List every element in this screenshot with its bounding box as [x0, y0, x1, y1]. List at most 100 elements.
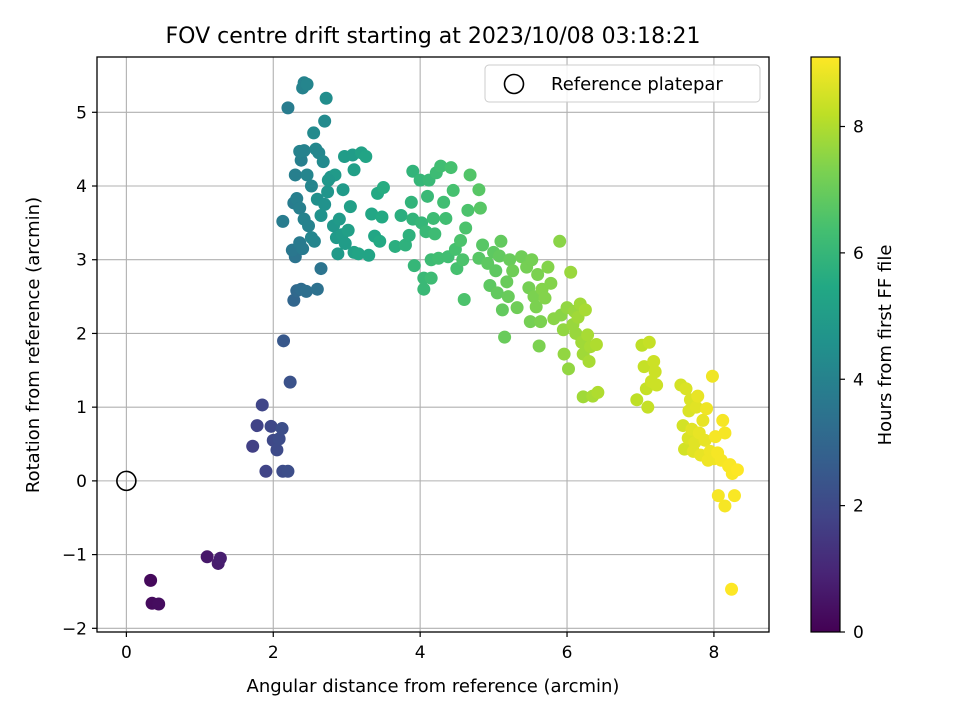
- data-point: [402, 228, 416, 242]
- data-point: [534, 315, 548, 329]
- data-point: [500, 275, 514, 289]
- data-point: [270, 443, 284, 457]
- x-tick-label: 6: [562, 643, 573, 663]
- colorbar-ticks: 0 2 4 6 8: [840, 118, 864, 643]
- data-point: [705, 369, 719, 383]
- data-point: [691, 389, 705, 403]
- data-point: [259, 464, 273, 478]
- data-point: [476, 238, 490, 252]
- colorbar-tick-label: 6: [853, 244, 864, 264]
- data-point: [529, 300, 543, 314]
- data-point: [556, 323, 570, 337]
- data-point: [404, 195, 418, 209]
- data-point: [276, 214, 290, 228]
- colorbar: 0 2 4 6 8 Hours from first FF file: [810, 56, 896, 643]
- data-point: [641, 400, 655, 414]
- data-point: [495, 303, 509, 317]
- data-point: [689, 400, 703, 414]
- data-point: [494, 234, 508, 248]
- data-point: [281, 464, 295, 478]
- y-tick-label: 4: [76, 177, 87, 197]
- data-point: [564, 265, 578, 279]
- data-point: [288, 168, 302, 182]
- x-tick-label: 4: [415, 643, 426, 663]
- data-point: [630, 393, 644, 407]
- data-point: [331, 247, 345, 261]
- data-point: [698, 433, 712, 447]
- data-point: [439, 211, 453, 225]
- data-point: [296, 242, 310, 256]
- reference-marker: [116, 470, 137, 492]
- data-point: [510, 301, 524, 315]
- data-point: [582, 354, 596, 368]
- data-point: [489, 264, 503, 278]
- data-point: [562, 362, 576, 376]
- data-point: [293, 144, 307, 158]
- data-point: [456, 253, 470, 267]
- x-axis-label: Angular distance from reference (arcmin): [247, 676, 620, 697]
- data-point: [457, 293, 471, 307]
- data-point: [388, 239, 402, 253]
- data-point: [351, 247, 365, 261]
- data-point: [152, 597, 166, 611]
- legend-reference-marker: [503, 73, 525, 95]
- data-point: [473, 201, 487, 215]
- data-point: [437, 195, 451, 209]
- data-point: [420, 189, 434, 203]
- data-point: [304, 179, 318, 193]
- data-point: [200, 550, 214, 564]
- data-point: [446, 183, 460, 197]
- data-point: [407, 259, 421, 273]
- data-point: [373, 234, 387, 248]
- data-point: [359, 150, 373, 164]
- data-point: [277, 334, 291, 348]
- y-tick-label: 2: [76, 324, 87, 344]
- legend-box: [484, 64, 761, 103]
- y-tick-label: 3: [76, 251, 87, 271]
- data-point: [576, 390, 590, 404]
- colorbar-gradient: [810, 56, 841, 633]
- data-points: [144, 76, 744, 611]
- data-point: [444, 161, 458, 175]
- data-point: [394, 208, 408, 222]
- x-tick-label: 0: [121, 643, 132, 663]
- y-tick-label: 5: [76, 103, 87, 123]
- data-point: [642, 335, 656, 349]
- x-axis-ticks: 0 2 4 6 8: [121, 632, 719, 663]
- data-point: [272, 432, 286, 446]
- data-point: [727, 489, 741, 503]
- y-tick-label: −1: [62, 546, 87, 566]
- data-point: [544, 276, 558, 290]
- data-point: [432, 251, 446, 265]
- data-point: [454, 234, 468, 248]
- data-point: [461, 203, 475, 217]
- data-point: [426, 211, 440, 225]
- data-point: [647, 354, 661, 368]
- data-point: [318, 197, 332, 211]
- data-point: [428, 227, 442, 241]
- y-tick-label: 0: [76, 472, 87, 492]
- data-point: [490, 286, 504, 300]
- data-point: [417, 282, 431, 296]
- data-point: [553, 234, 567, 248]
- colorbar-tick-label: 2: [853, 497, 864, 517]
- data-point: [718, 426, 732, 440]
- x-tick-label: 2: [268, 643, 279, 663]
- data-point: [501, 290, 515, 304]
- data-point: [679, 382, 693, 396]
- data-point: [700, 402, 714, 416]
- plot-frame: [96, 56, 770, 633]
- data-point: [503, 253, 517, 267]
- data-point: [538, 291, 552, 305]
- data-point: [144, 573, 158, 587]
- plot-area: 0 2 4 6 8 −2 −1 0 1 2 3 4 5 Reference platepar: [62, 56, 770, 663]
- y-axis-ticks: −2 −1 0 1 2 3 4 5: [62, 103, 97, 639]
- data-point: [376, 180, 390, 194]
- data-point: [696, 413, 710, 427]
- data-point: [725, 582, 739, 596]
- data-point: [332, 212, 346, 226]
- data-point: [343, 200, 357, 214]
- data-point: [314, 262, 328, 276]
- data-point: [281, 101, 295, 115]
